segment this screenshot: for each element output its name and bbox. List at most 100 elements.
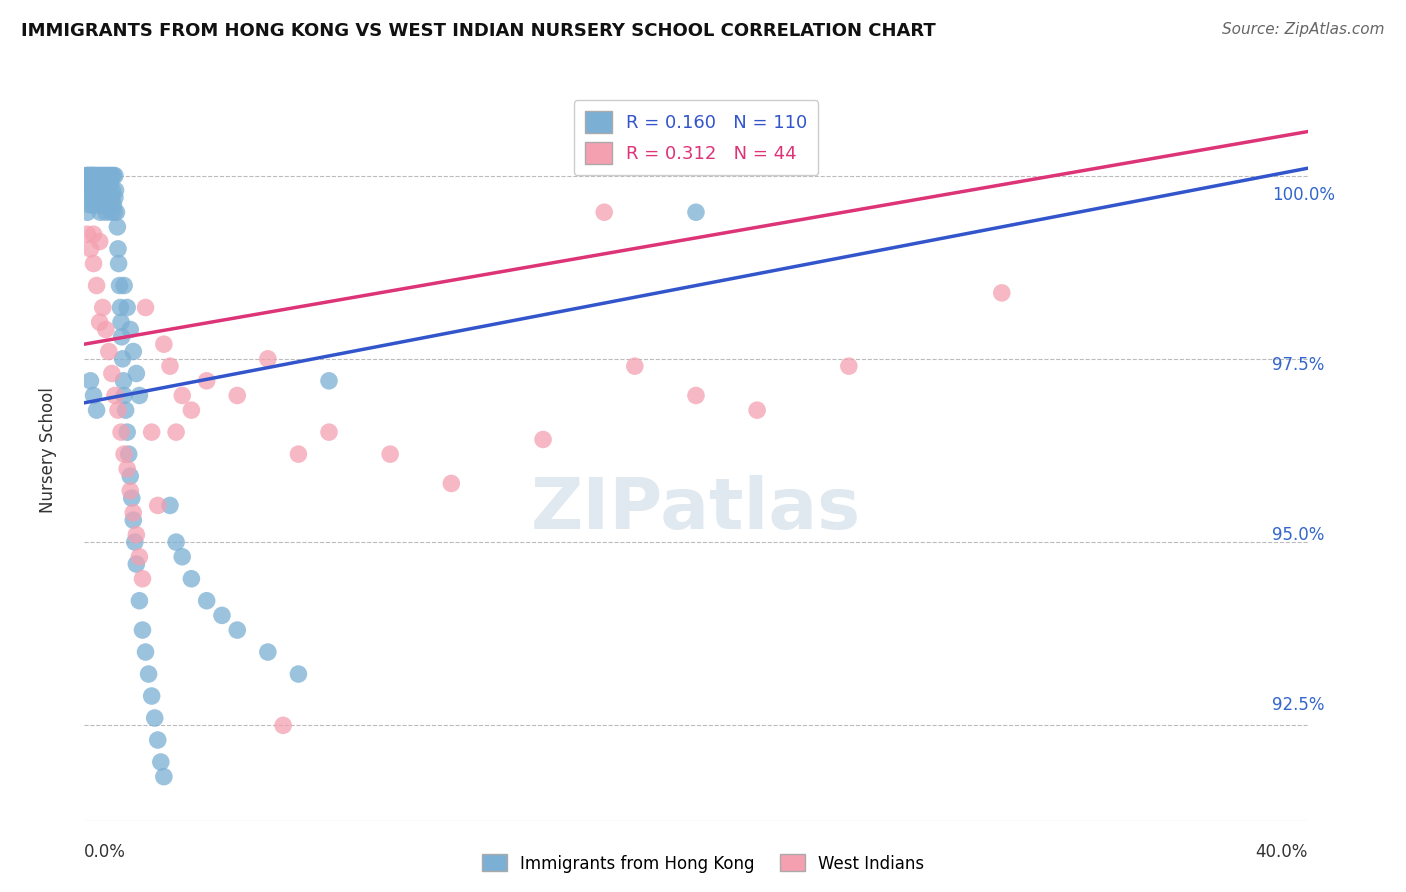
Point — [93, 169, 115, 183]
Point — [101, 183, 124, 197]
Point — [86, 190, 108, 204]
Point — [86, 176, 108, 190]
Point — [97, 344, 120, 359]
Text: Source: ZipAtlas.com: Source: ZipAtlas.com — [1222, 22, 1385, 37]
Point — [318, 374, 340, 388]
Point — [89, 205, 111, 219]
Point — [91, 198, 114, 212]
Text: 40.0%: 40.0% — [1256, 843, 1308, 861]
Legend: Immigrants from Hong Kong, West Indians: Immigrants from Hong Kong, West Indians — [475, 847, 931, 880]
Point — [82, 198, 104, 212]
Point — [101, 169, 124, 183]
Point — [101, 367, 124, 381]
Point — [211, 608, 233, 623]
Point — [165, 425, 187, 439]
Point — [991, 285, 1014, 300]
Point — [153, 337, 176, 351]
Point — [76, 205, 98, 219]
Point — [115, 301, 138, 315]
Point — [101, 190, 124, 204]
Point — [80, 169, 103, 183]
Point — [257, 645, 280, 659]
Text: ZIPatlas: ZIPatlas — [531, 475, 860, 544]
Point — [143, 711, 166, 725]
Point — [94, 322, 117, 336]
Point — [89, 183, 111, 197]
Point — [125, 367, 148, 381]
Point — [124, 535, 146, 549]
Point — [111, 351, 134, 366]
Point — [89, 235, 111, 249]
Point — [91, 169, 114, 183]
Text: 97.5%: 97.5% — [1272, 357, 1324, 375]
Point — [112, 388, 135, 402]
Point — [747, 403, 769, 417]
Point — [271, 718, 294, 732]
Point — [685, 205, 707, 219]
Point — [195, 593, 218, 607]
Point — [287, 667, 309, 681]
Point — [128, 549, 150, 564]
Point — [97, 198, 120, 212]
Point — [104, 190, 127, 204]
Point — [77, 169, 100, 183]
Text: 95.0%: 95.0% — [1272, 526, 1324, 544]
Point — [83, 190, 105, 204]
Point — [120, 322, 142, 336]
Point — [128, 388, 150, 402]
Point — [165, 535, 187, 549]
Point — [122, 344, 145, 359]
Point — [685, 388, 707, 402]
Point — [226, 388, 249, 402]
Point — [120, 469, 142, 483]
Point — [107, 256, 129, 270]
Point — [107, 242, 129, 256]
Point — [531, 433, 554, 447]
Point — [125, 528, 148, 542]
Point — [86, 169, 108, 183]
Point — [76, 227, 98, 242]
Point — [98, 190, 121, 204]
Point — [84, 183, 107, 197]
Point — [318, 425, 340, 439]
Point — [107, 403, 129, 417]
Point — [159, 499, 181, 513]
Point — [86, 403, 108, 417]
Point — [159, 359, 181, 373]
Point — [77, 183, 100, 197]
Point — [146, 499, 169, 513]
Point — [110, 425, 132, 439]
Point — [120, 483, 142, 498]
Point — [79, 176, 101, 190]
Point — [76, 169, 98, 183]
Point — [153, 770, 176, 784]
Point — [104, 183, 127, 197]
Point — [103, 169, 125, 183]
Point — [83, 227, 105, 242]
Point — [180, 403, 202, 417]
Text: 0.0%: 0.0% — [84, 843, 127, 861]
Point — [257, 351, 280, 366]
Point — [838, 359, 860, 373]
Point — [82, 169, 104, 183]
Point — [83, 256, 105, 270]
Point — [146, 733, 169, 747]
Point — [90, 169, 112, 183]
Point — [131, 623, 153, 637]
Point — [180, 572, 202, 586]
Point — [80, 169, 103, 183]
Point — [97, 169, 120, 183]
Point — [96, 176, 118, 190]
Point — [110, 301, 132, 315]
Point — [135, 645, 157, 659]
Point — [89, 169, 111, 183]
Point — [84, 169, 107, 183]
Point — [440, 476, 463, 491]
Point — [83, 169, 105, 183]
Point — [97, 183, 120, 197]
Point — [94, 205, 117, 219]
Point — [98, 176, 121, 190]
Point — [112, 447, 135, 461]
Point — [87, 183, 110, 197]
Point — [100, 205, 122, 219]
